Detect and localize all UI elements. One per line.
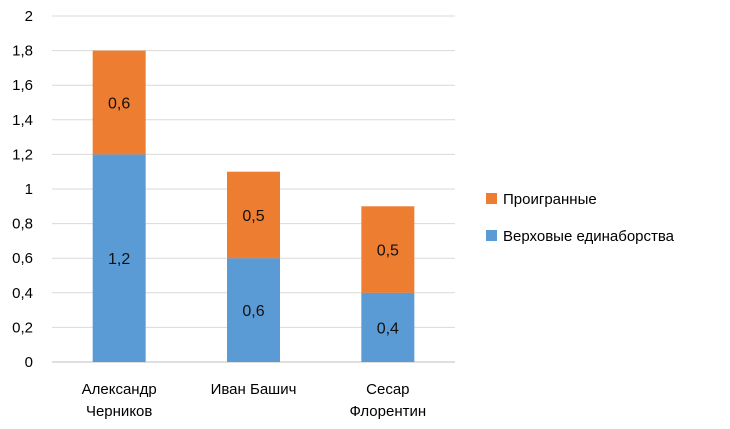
bar-segment <box>361 206 415 293</box>
data-label: 0,5 <box>242 208 264 225</box>
bar-segment <box>92 50 146 155</box>
bar-segment <box>227 171 280 259</box>
data-label: 0,5 <box>377 243 399 260</box>
bar-segment <box>227 258 280 362</box>
y-tick-label: 0,4 <box>12 285 33 302</box>
x-category-label: Александр <box>82 381 157 398</box>
x-category-label: Иван Башич <box>211 381 297 398</box>
y-tick-label: 0,6 <box>12 250 33 267</box>
legend-label: Верховые единаборства <box>503 228 675 245</box>
bars <box>92 50 415 362</box>
y-tick-label: 1,2 <box>12 146 33 163</box>
legend-label: Проигранные <box>503 191 597 208</box>
data-label: 1,2 <box>108 251 130 268</box>
y-tick-label: 1 <box>25 181 33 198</box>
legend-swatch <box>486 230 497 241</box>
data-label: 0,6 <box>242 303 264 320</box>
data-label: 0,6 <box>108 96 130 113</box>
data-labels: 1,2 0,6 0,6 0,5 0,4 0,5 <box>108 96 399 338</box>
x-axis-category-labels: Александр Черников Иван Башич Сесар Флоренти… <box>82 381 427 420</box>
x-category-label: Флорентин <box>349 403 426 420</box>
y-tick-label: 0 <box>25 354 33 371</box>
y-tick-label: 1,4 <box>12 112 33 129</box>
x-category-label: Сесар <box>366 381 409 398</box>
y-tick-label: 1,6 <box>12 77 33 94</box>
y-tick-label: 0,2 <box>12 319 33 336</box>
y-tick-label: 1,8 <box>12 43 33 60</box>
bar-segment <box>92 154 146 362</box>
y-axis-tick-labels: 0 0,2 0,4 0,6 0,8 1 1,2 1,4 1,6 1,8 2 <box>12 8 33 371</box>
bar-segment <box>361 292 415 362</box>
data-label: 0,4 <box>377 320 399 337</box>
y-tick-label: 0,8 <box>12 216 33 233</box>
y-tick-label: 2 <box>25 8 33 25</box>
legend-swatch <box>486 193 497 204</box>
legend: Проигранные Верховые единаборства <box>486 191 675 245</box>
x-category-label: Черников <box>86 403 152 420</box>
